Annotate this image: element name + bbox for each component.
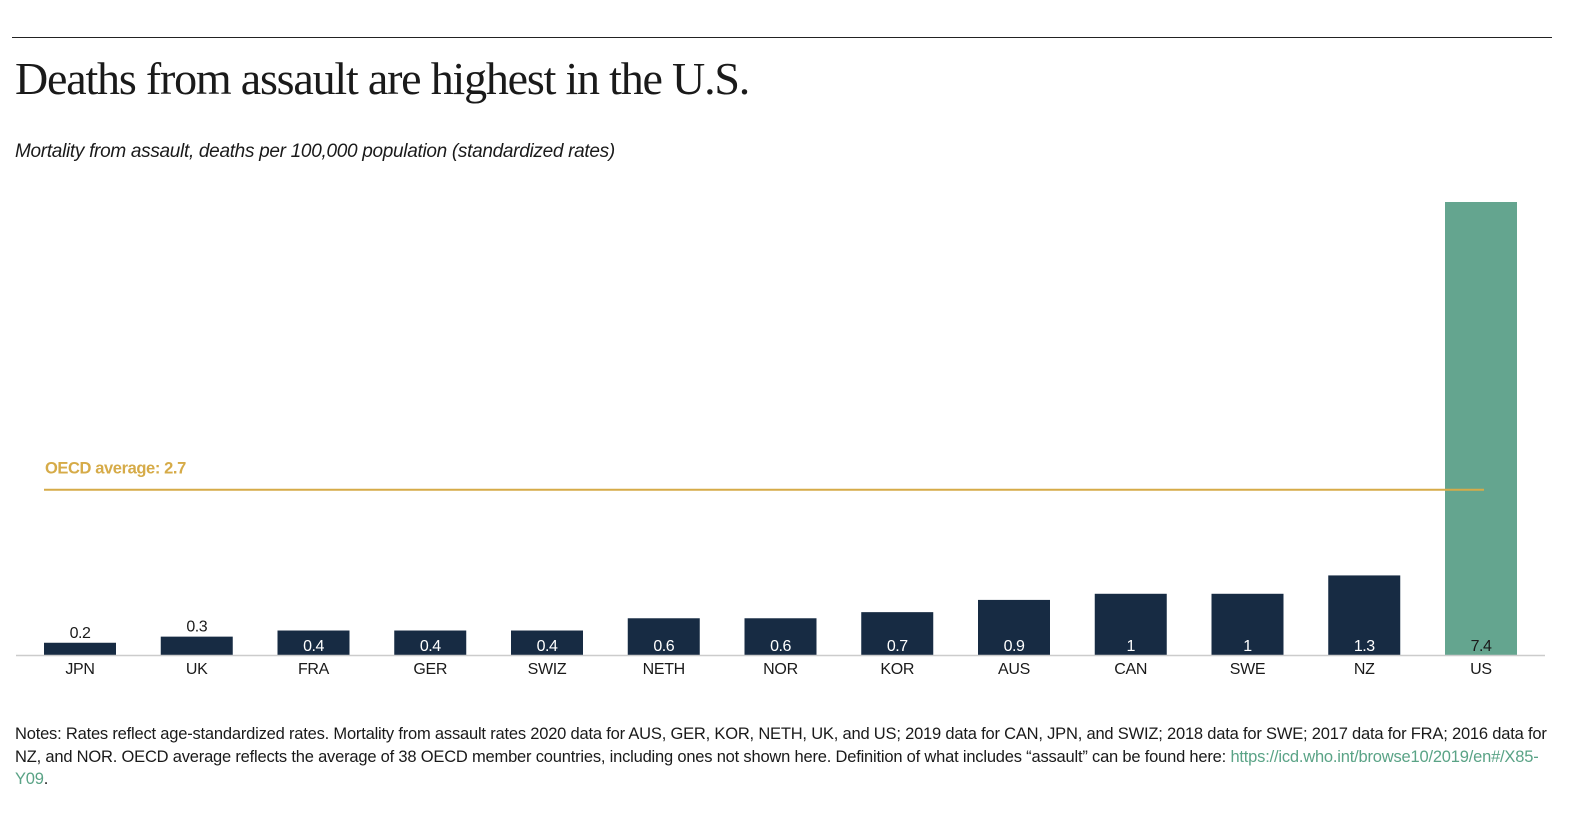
bar-kor <box>861 612 934 655</box>
x-tick-label-fra: FRA <box>298 661 330 678</box>
source-link[interactable]: https://icd.who.int/browse10/2019/en#/X8… <box>15 747 1539 789</box>
data-label-nor: 0.6 <box>770 638 791 655</box>
data-label-can: 1 <box>1127 638 1136 655</box>
x-tick-label-ger: GER <box>413 661 447 678</box>
x-tick-label-us: US <box>1470 661 1492 678</box>
top-rule <box>12 37 1552 38</box>
data-label-fra: 0.4 <box>303 638 324 655</box>
x-tick-label-kor: KOR <box>880 661 914 678</box>
bar-nor <box>744 618 817 655</box>
x-tick-label-nor: NOR <box>763 661 798 678</box>
data-label-jpn: 0.2 <box>70 625 91 642</box>
bar-swiz <box>511 630 583 655</box>
notes-text: Notes: Rates reflect age-standardized ra… <box>15 725 1547 766</box>
data-label-swe: 1 <box>1243 638 1252 655</box>
x-tick-label-neth: NETH <box>643 661 685 678</box>
data-label-nz: 1.3 <box>1354 638 1375 655</box>
bar-can <box>1094 593 1167 655</box>
bar-fra <box>277 630 350 655</box>
x-tick-label-aus: AUS <box>998 661 1030 678</box>
data-label-aus: 0.9 <box>1004 638 1025 655</box>
bar-nz <box>1328 575 1401 655</box>
bar-uk <box>160 636 233 655</box>
data-label-swiz: 0.4 <box>537 638 558 655</box>
data-label-kor: 0.7 <box>887 638 908 655</box>
chart-subtitle: Mortality from assault, deaths per 100,0… <box>15 141 615 162</box>
bar-ger <box>394 630 467 655</box>
notes: Notes: Rates reflect age-standardized ra… <box>15 723 1555 791</box>
data-label-uk: 0.3 <box>186 619 207 636</box>
x-tick-label-nz: NZ <box>1354 661 1375 678</box>
bar-jpn <box>44 642 116 655</box>
x-tick-label-swe: SWE <box>1230 661 1266 678</box>
bar-aus <box>978 599 1050 655</box>
bar-us <box>1445 202 1517 655</box>
bar-chart: 0.2 JPN 0.3 UK 0.4 FRA 0.4 GER 0.4 SWIZ 0.6 NETH 0.6… <box>16 202 1545 678</box>
notes-trailing: . <box>43 770 49 788</box>
bar-swe <box>1211 593 1284 655</box>
oecd-average-label: OECD average: 2.7 <box>45 460 186 478</box>
x-tick-label-swiz: SWIZ <box>528 661 567 678</box>
x-tick-label-uk: UK <box>186 661 208 678</box>
x-tick-label-jpn: JPN <box>65 661 94 678</box>
data-label-ger: 0.4 <box>420 638 441 655</box>
x-tick-label-can: CAN <box>1114 661 1147 678</box>
bar-neth <box>627 618 700 655</box>
data-label-neth: 0.6 <box>653 638 674 655</box>
chart-title: Deaths from assault are highest in the U… <box>15 53 750 104</box>
data-label-us: 7.4 <box>1471 638 1492 655</box>
